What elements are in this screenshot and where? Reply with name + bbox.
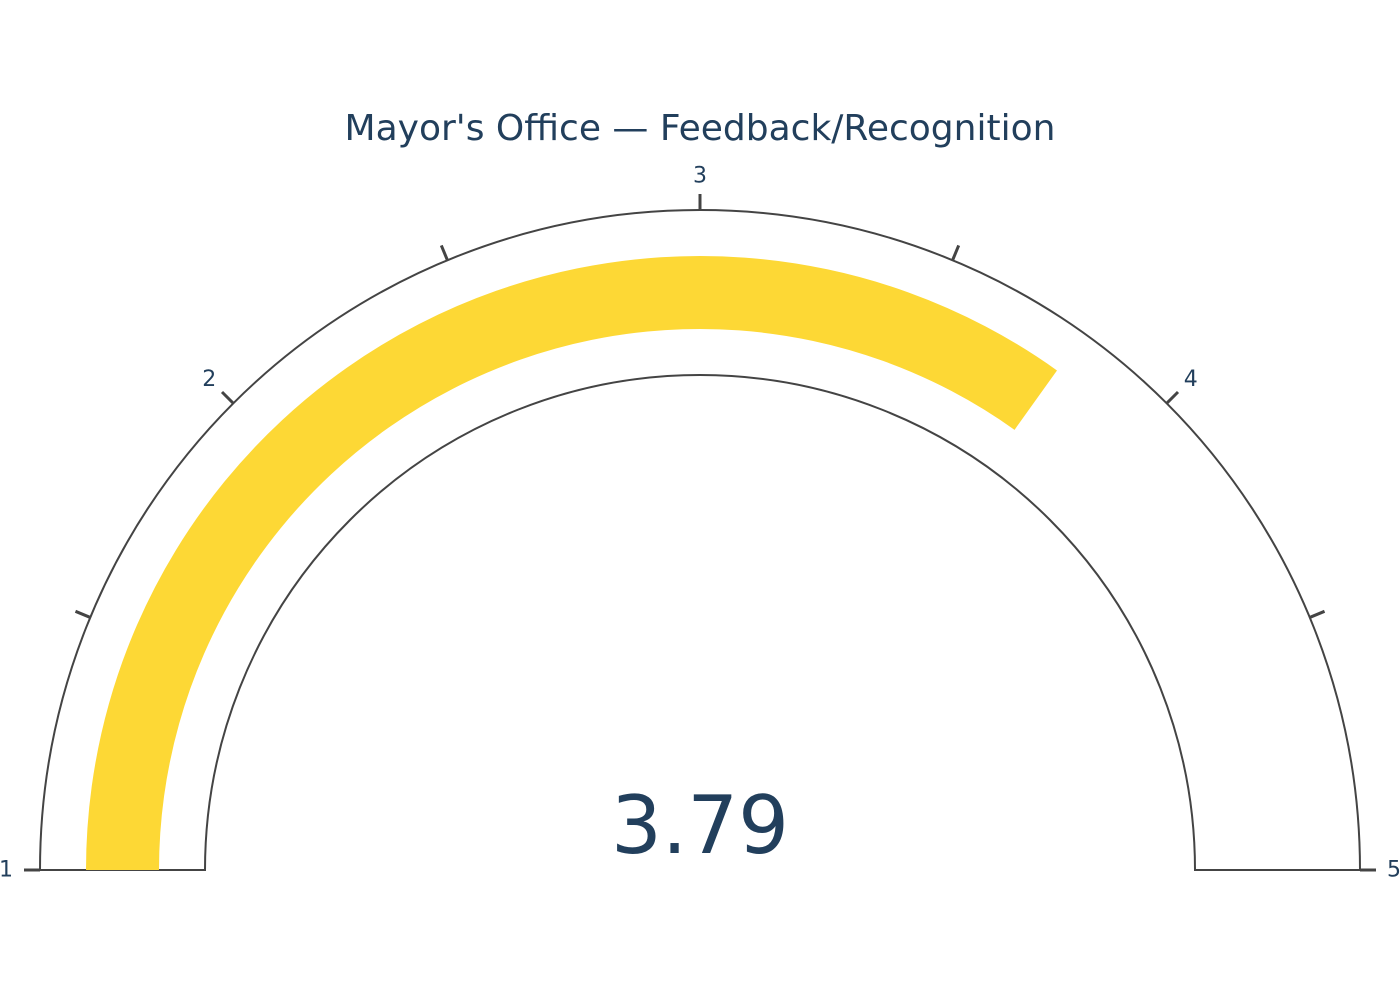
gauge-tick	[220, 390, 235, 405]
gauge-tick-label: 5	[1387, 858, 1400, 883]
gauge-tick	[951, 244, 961, 261]
gauge-value-number: 3.79	[611, 779, 789, 872]
gauge-value-bar	[86, 255, 1057, 870]
chart-title: Mayor's Office — Feedback/Recognition	[345, 108, 1056, 149]
gauge-tick-label: 4	[1184, 367, 1198, 392]
gauge-tick	[1165, 390, 1180, 405]
gauge-tick	[74, 609, 91, 619]
gauge-ticks	[24, 194, 1376, 872]
gauge-tick-labels: 1 2 3 4 5	[0, 164, 1400, 883]
gauge-tick-label: 1	[0, 858, 13, 883]
gauge-tick	[439, 244, 449, 261]
gauge-tick-label: 2	[202, 367, 216, 392]
gauge-tick-label: 3	[693, 164, 707, 189]
gauge-outline	[38, 209, 1362, 871]
gauge-tick	[1309, 609, 1326, 619]
